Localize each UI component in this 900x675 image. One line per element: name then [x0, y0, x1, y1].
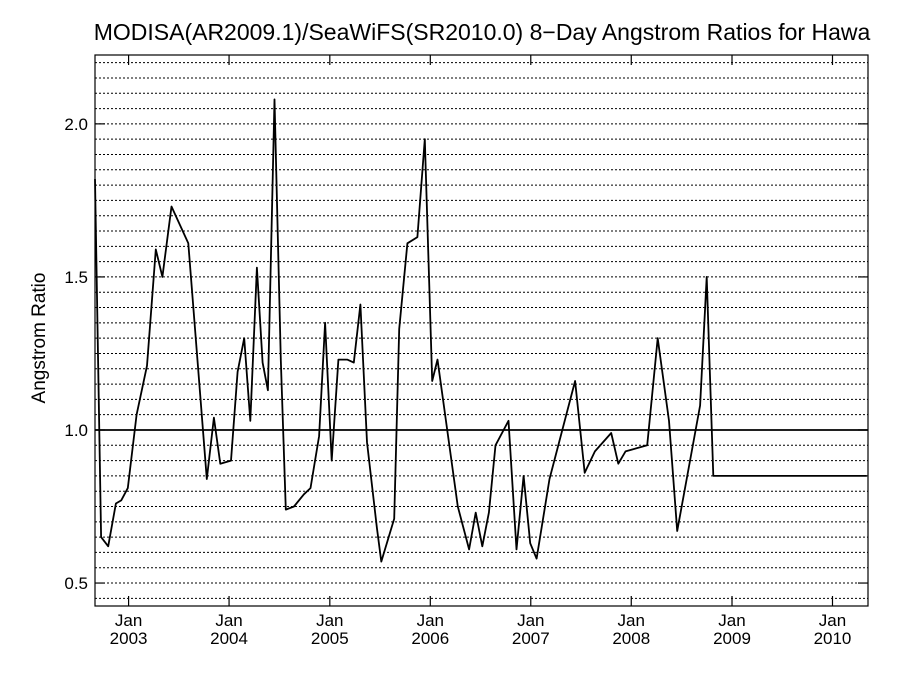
grid: [95, 62, 868, 599]
series-line: [94, 98, 867, 563]
series-group: [94, 98, 867, 563]
axes: [94, 54, 869, 607]
plot-frame: [94, 54, 869, 607]
x-tick-label-year: 2009: [713, 629, 751, 648]
y-tick-label: 0.5: [64, 574, 88, 593]
y-tick-label: 1.0: [64, 421, 88, 440]
x-tick-label-year: 2010: [814, 629, 852, 648]
x-tick-label-month: Jan: [316, 611, 343, 630]
x-tick-label-year: 2004: [210, 629, 248, 648]
x-tick-label-year: 2008: [612, 629, 650, 648]
x-tick-label-month: Jan: [618, 611, 645, 630]
y-axis-label: Angstrom Ratio: [29, 273, 50, 404]
x-tick-label-month: Jan: [115, 611, 142, 630]
x-tick-label-month: Jan: [517, 611, 544, 630]
x-tick-label-year: 2003: [110, 629, 148, 648]
x-tick-label-year: 2006: [411, 629, 449, 648]
y-tick-label: 2.0: [64, 115, 88, 134]
x-tick-label-month: Jan: [718, 611, 745, 630]
x-tick-label-month: Jan: [819, 611, 846, 630]
x-tick-label-year: 2007: [512, 629, 550, 648]
ticks: 0.51.01.52.0Jan2003Jan2004Jan2005Jan2006…: [64, 55, 868, 648]
x-tick-label-month: Jan: [215, 611, 242, 630]
y-tick-label: 1.5: [64, 268, 88, 287]
x-tick-label-month: Jan: [417, 611, 444, 630]
x-tick-label-year: 2005: [311, 629, 349, 648]
chart-title: MODISA(AR2009.1)/SeaWiFS(SR2010.0) 8−Day…: [94, 19, 871, 45]
